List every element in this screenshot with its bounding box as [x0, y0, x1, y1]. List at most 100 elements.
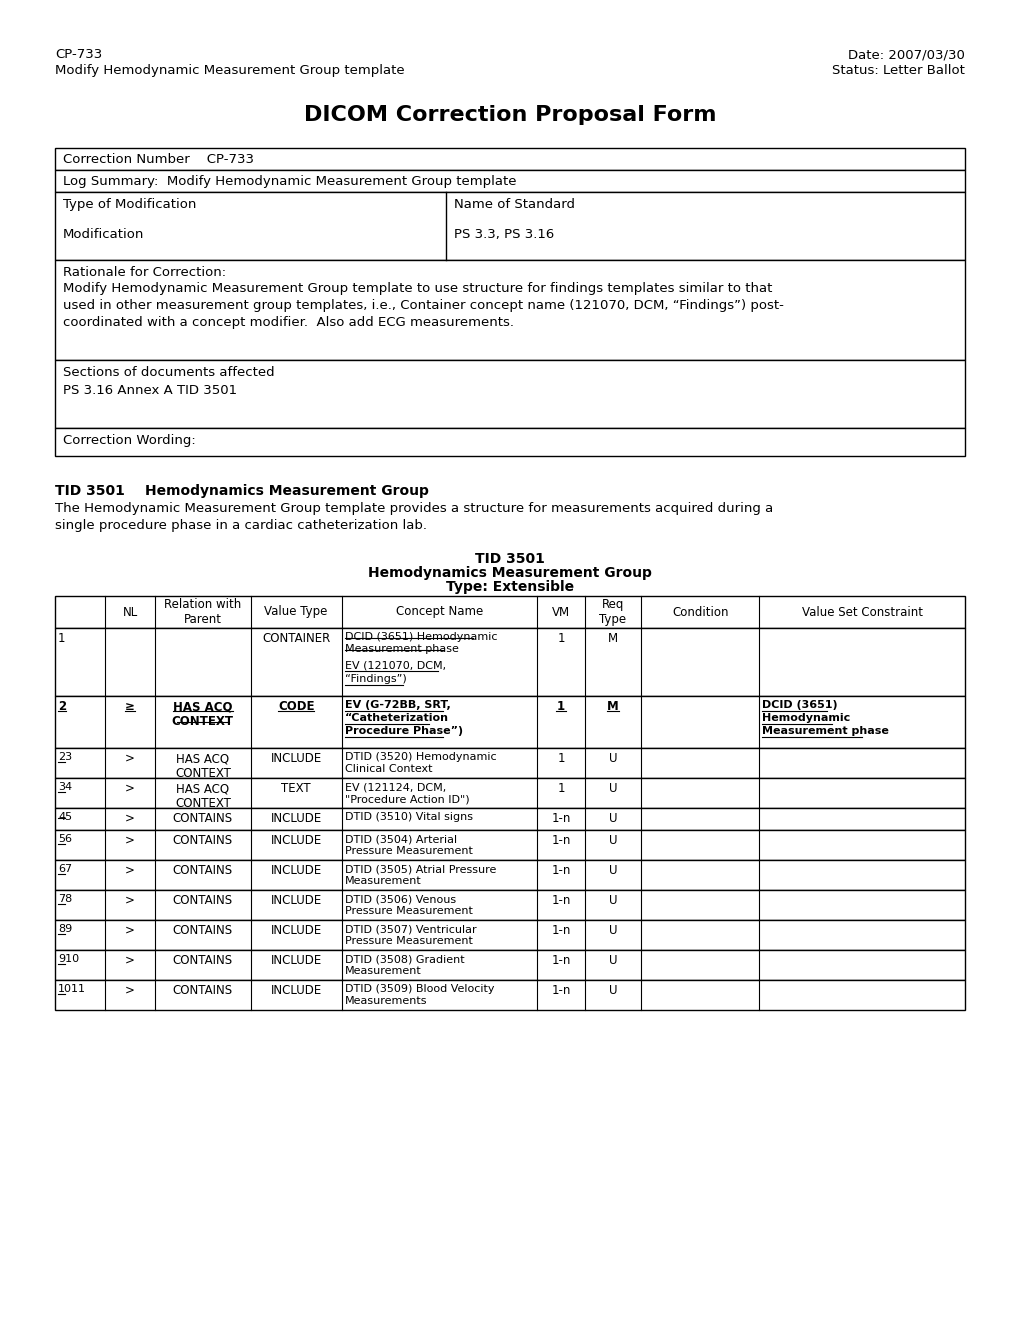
Text: INCLUDE: INCLUDE — [270, 865, 321, 876]
Text: DTID (3506) Venous
Pressure Measurement: DTID (3506) Venous Pressure Measurement — [344, 894, 472, 916]
Text: INCLUDE: INCLUDE — [270, 983, 321, 997]
Text: PS 3.3, PS 3.16: PS 3.3, PS 3.16 — [453, 228, 554, 242]
Text: DTID (3509) Blood Velocity
Measurements: DTID (3509) Blood Velocity Measurements — [344, 983, 493, 1006]
Text: INCLUDE: INCLUDE — [270, 894, 321, 907]
Text: 1: 1 — [556, 752, 565, 766]
Bar — [55, 890, 964, 920]
Text: Hemodynamics Measurement Group: Hemodynamics Measurement Group — [145, 484, 428, 498]
Text: Correction Number    CP-733: Correction Number CP-733 — [63, 153, 254, 166]
Text: EV (G-72BB, SRT,: EV (G-72BB, SRT, — [344, 700, 450, 710]
Bar — [55, 170, 964, 191]
Text: Hemodynamic: Hemodynamic — [761, 713, 850, 723]
Text: M: M — [606, 700, 619, 713]
Text: Concept Name: Concept Name — [395, 606, 483, 619]
Text: CONTAINS: CONTAINS — [172, 894, 232, 907]
Text: >: > — [125, 924, 135, 937]
Text: >: > — [125, 954, 135, 968]
Text: Log Summary:  Modify Hemodynamic Measurement Group template: Log Summary: Modify Hemodynamic Measurem… — [63, 176, 516, 187]
Text: EV (121124, DCM,
"Procedure Action ID"): EV (121124, DCM, "Procedure Action ID") — [344, 781, 469, 804]
Text: CONTAINS: CONTAINS — [172, 812, 232, 825]
Text: 1-n: 1-n — [550, 865, 570, 876]
Text: Req
Type: Req Type — [599, 598, 626, 626]
Text: TID 3501: TID 3501 — [475, 552, 544, 566]
Bar — [55, 808, 964, 830]
Text: 1-n: 1-n — [550, 834, 570, 847]
Text: U: U — [608, 834, 616, 847]
Text: 56: 56 — [58, 834, 72, 843]
Text: >: > — [125, 781, 135, 795]
Text: CONTAINER: CONTAINER — [262, 632, 330, 645]
Text: DTID (3510) Vital signs: DTID (3510) Vital signs — [344, 812, 472, 822]
Text: U: U — [608, 781, 616, 795]
Text: 1: 1 — [556, 700, 565, 713]
Text: HAS ACQ
CONTEXT: HAS ACQ CONTEXT — [175, 752, 230, 780]
Text: DTID (3508) Gradient
Measurement: DTID (3508) Gradient Measurement — [344, 954, 464, 977]
Text: 2: 2 — [58, 700, 66, 713]
Text: DTID (3505) Atrial Pressure
Measurement: DTID (3505) Atrial Pressure Measurement — [344, 865, 495, 887]
Text: Date: 2007/03/30: Date: 2007/03/30 — [847, 48, 964, 61]
Text: Type of Modification: Type of Modification — [63, 198, 197, 211]
Text: 910: 910 — [58, 954, 79, 964]
Text: Value Set Constraint: Value Set Constraint — [801, 606, 922, 619]
Text: DTID (3507) Ventricular
Pressure Measurement: DTID (3507) Ventricular Pressure Measure… — [344, 924, 476, 946]
Text: CODE: CODE — [277, 700, 314, 713]
Text: >: > — [125, 983, 135, 997]
Text: Measurement phase: Measurement phase — [344, 644, 459, 653]
Text: Modify Hemodynamic Measurement Group template: Modify Hemodynamic Measurement Group tem… — [55, 63, 405, 77]
Text: M: M — [607, 632, 618, 645]
Bar — [55, 260, 964, 360]
Text: 1-n: 1-n — [550, 983, 570, 997]
Bar — [55, 428, 964, 455]
Text: U: U — [608, 954, 616, 968]
Text: >: > — [125, 894, 135, 907]
Text: 67: 67 — [58, 865, 72, 874]
Text: Type: Extensible: Type: Extensible — [445, 579, 574, 594]
Text: DCID (3651) Hemodynamic: DCID (3651) Hemodynamic — [344, 632, 496, 642]
Text: 1-n: 1-n — [550, 812, 570, 825]
Text: 78: 78 — [58, 894, 72, 904]
Text: HAS ACQ
CONTEXT: HAS ACQ CONTEXT — [175, 781, 230, 810]
Text: INCLUDE: INCLUDE — [270, 834, 321, 847]
Text: U: U — [608, 894, 616, 907]
Text: INCLUDE: INCLUDE — [270, 924, 321, 937]
Text: DTID (3520) Hemodynamic
Clinical Context: DTID (3520) Hemodynamic Clinical Context — [344, 752, 496, 775]
Text: “Findings”): “Findings”) — [344, 675, 406, 684]
Text: Name of Standard: Name of Standard — [453, 198, 575, 211]
Text: Modify Hemodynamic Measurement Group template to use structure for findings temp: Modify Hemodynamic Measurement Group tem… — [63, 282, 784, 329]
Text: Sections of documents affected: Sections of documents affected — [63, 366, 274, 379]
Text: CP-733: CP-733 — [55, 48, 102, 61]
Text: CONTAINS: CONTAINS — [172, 834, 232, 847]
Text: Procedure Phase”): Procedure Phase”) — [344, 726, 463, 737]
Bar — [55, 191, 964, 260]
Text: TEXT: TEXT — [281, 781, 311, 795]
Text: 1-n: 1-n — [550, 924, 570, 937]
Text: CONTAINS: CONTAINS — [172, 983, 232, 997]
Bar — [55, 628, 964, 696]
Text: U: U — [608, 983, 616, 997]
Text: 1011: 1011 — [58, 983, 86, 994]
Text: >: > — [125, 834, 135, 847]
Bar — [55, 360, 964, 428]
Text: Relation with
Parent: Relation with Parent — [164, 598, 242, 626]
Text: U: U — [608, 924, 616, 937]
Text: INCLUDE: INCLUDE — [270, 752, 321, 766]
Text: U: U — [608, 752, 616, 766]
Bar — [55, 830, 964, 861]
Text: >: > — [125, 812, 135, 825]
Text: INCLUDE: INCLUDE — [270, 812, 321, 825]
Text: >: > — [125, 865, 135, 876]
Text: 1: 1 — [58, 632, 65, 645]
Text: 34: 34 — [58, 781, 72, 792]
Text: 1: 1 — [556, 781, 565, 795]
Text: 1: 1 — [556, 632, 565, 645]
Text: TID 3501: TID 3501 — [55, 484, 124, 498]
Bar — [55, 950, 964, 979]
Text: Modification: Modification — [63, 228, 145, 242]
Bar — [55, 696, 964, 748]
Text: “Catheterization: “Catheterization — [344, 713, 448, 723]
Bar — [55, 148, 964, 170]
Text: Hemodynamics Measurement Group: Hemodynamics Measurement Group — [368, 566, 651, 579]
Text: EV (121070, DCM,: EV (121070, DCM, — [344, 660, 445, 671]
Bar — [55, 597, 964, 628]
Text: CONTAINS: CONTAINS — [172, 865, 232, 876]
